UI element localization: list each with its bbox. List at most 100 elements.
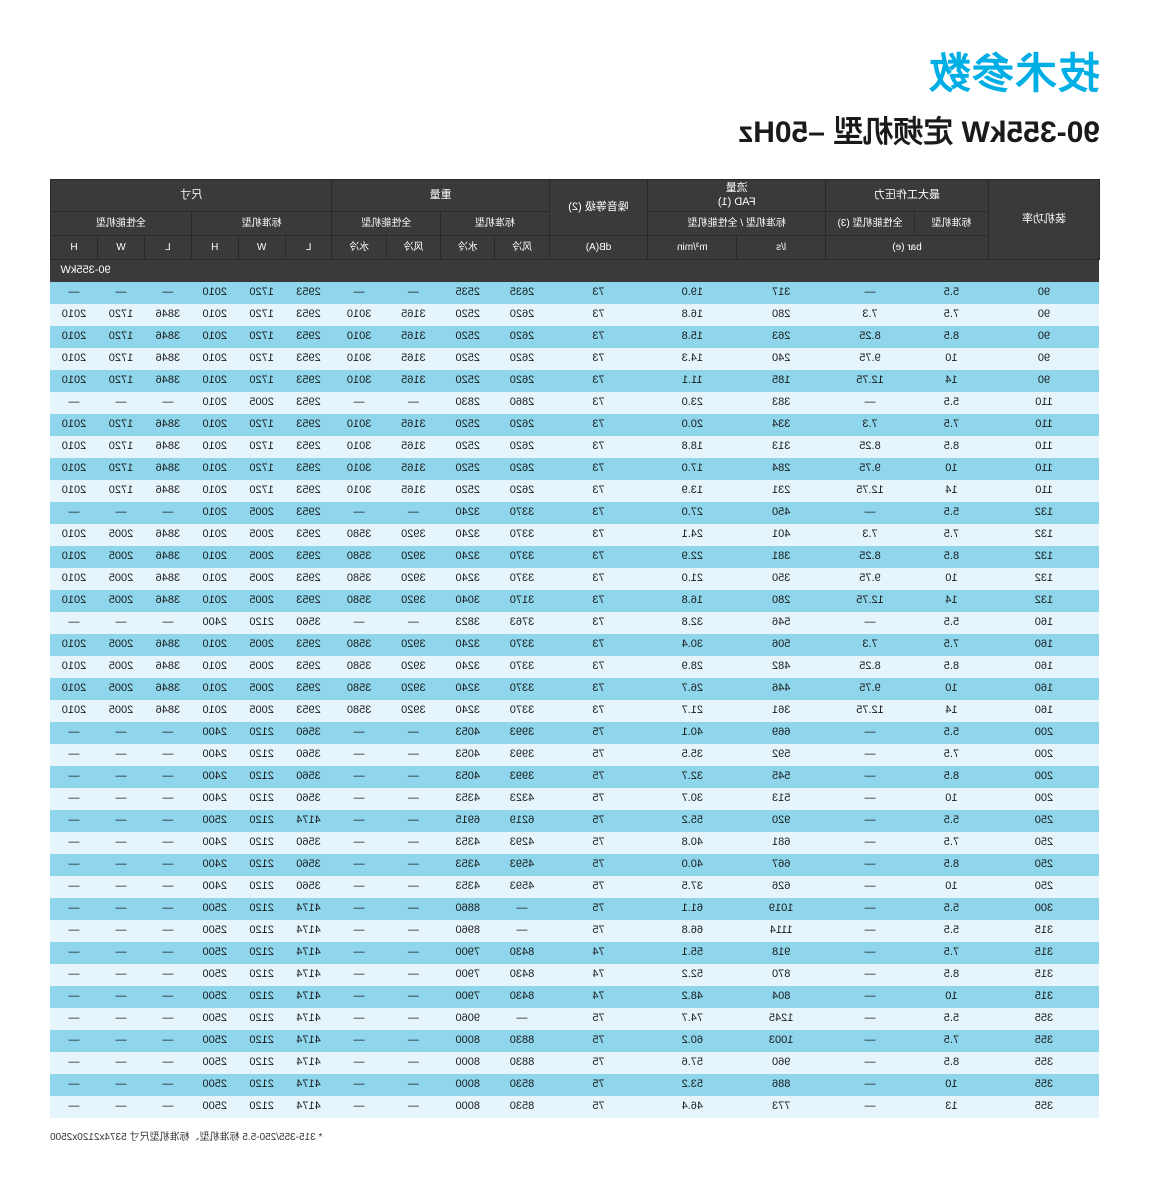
cell: 7.3: [826, 524, 915, 546]
cell: —: [826, 788, 915, 810]
cell: —: [98, 920, 145, 942]
cell: 2120: [238, 854, 285, 876]
cell: 14: [914, 480, 988, 502]
cell: 3580: [332, 678, 386, 700]
cell: 12.75: [826, 480, 915, 502]
cell: 2620: [495, 480, 549, 502]
hdr-noise: 噪音等级 (2): [549, 180, 648, 236]
cell: 2500: [191, 1052, 238, 1074]
cell: 1019: [737, 898, 826, 920]
cell: 2010: [51, 436, 98, 458]
cell: 2010: [191, 304, 238, 326]
cell: 10: [914, 986, 988, 1008]
cell: —: [826, 876, 915, 898]
cell: —: [144, 612, 191, 634]
cell: 3920: [386, 634, 440, 656]
cell: —: [98, 766, 145, 788]
cell: 3240: [441, 700, 495, 722]
cell: —: [144, 1030, 191, 1052]
cell: 2830: [441, 392, 495, 414]
cell: 4174: [285, 1074, 332, 1096]
cell: 2120: [238, 1074, 285, 1096]
cell: —: [826, 1030, 915, 1052]
table-row: 3558.5—96057.67588308000——417421202500——…: [51, 1052, 1100, 1074]
cell: 2953: [285, 568, 332, 590]
cell: —: [332, 502, 386, 524]
cell: 4174: [285, 942, 332, 964]
cell: 667: [737, 854, 826, 876]
cell: 3010: [332, 326, 386, 348]
cell: 73: [549, 480, 648, 502]
hdr-dims: 尺寸: [51, 180, 332, 212]
cell: 75: [549, 876, 648, 898]
cell: 1720: [238, 414, 285, 436]
section-label: 90-355kW: [51, 260, 1100, 282]
cell: 28.9: [648, 656, 737, 678]
cell: 334: [737, 414, 826, 436]
cell: —: [826, 766, 915, 788]
cell: 240: [737, 348, 826, 370]
cell: 2400: [191, 766, 238, 788]
hdr-dim-full-l: L: [144, 236, 191, 260]
cell: 5.5: [914, 612, 988, 634]
cell: 7.3: [826, 414, 915, 436]
cell: 132: [988, 524, 1099, 546]
cell: 8.5: [914, 854, 988, 876]
cell: 626: [737, 876, 826, 898]
cell: 66.8: [648, 920, 737, 942]
cell: —: [98, 744, 145, 766]
cell: 30.4: [648, 634, 737, 656]
cell: 200: [988, 766, 1099, 788]
cell: 2005: [238, 392, 285, 414]
cell: —: [332, 964, 386, 986]
cell: 5.5: [914, 810, 988, 832]
cell: 2500: [191, 898, 238, 920]
cell: 8.5: [914, 436, 988, 458]
cell: 1720: [98, 304, 145, 326]
cell: 14.3: [648, 348, 737, 370]
cell: —: [144, 832, 191, 854]
cell: 73: [549, 348, 648, 370]
cell: —: [51, 1074, 98, 1096]
table-row: 2508.5—66740.07545934353——356021202400——…: [51, 854, 1100, 876]
cell: 12.75: [826, 700, 915, 722]
cell: 1720: [238, 480, 285, 502]
cell: 381: [737, 546, 826, 568]
cell: 10: [914, 788, 988, 810]
cell: 3370: [495, 524, 549, 546]
cell: 4353: [441, 854, 495, 876]
cell: 280: [737, 304, 826, 326]
cell: 2953: [285, 634, 332, 656]
cell: 2005: [238, 678, 285, 700]
cell: 13: [914, 1096, 988, 1118]
cell: 3920: [386, 700, 440, 722]
cell: 74.7: [648, 1008, 737, 1030]
cell: 132: [988, 568, 1099, 590]
cell: 3370: [495, 700, 549, 722]
cell: 3240: [441, 524, 495, 546]
cell: 8830: [495, 1052, 549, 1074]
table-row: 1101412.7523113.973262025203165301029531…: [51, 480, 1100, 502]
cell: —: [386, 1008, 440, 1030]
cell: 2010: [191, 282, 238, 304]
table-row: 2007.5—59235.57539934053——356021202400——…: [51, 744, 1100, 766]
cell: 75: [549, 854, 648, 876]
cell: 361: [737, 700, 826, 722]
table-row: 1607.57.350630.4733370324039203580295320…: [51, 634, 1100, 656]
cell: 960: [737, 1052, 826, 1074]
cell: 110: [988, 392, 1099, 414]
cell: 2520: [441, 326, 495, 348]
cell: 4174: [285, 1052, 332, 1074]
table-row: 1328.58.2538122.973337032403920358029532…: [51, 546, 1100, 568]
cell: 5.5: [914, 722, 988, 744]
cell: 2400: [191, 832, 238, 854]
table-row: 35510—88653.27585308000——417421202500———: [51, 1074, 1100, 1096]
cell: 506: [737, 634, 826, 656]
cell: 4053: [441, 766, 495, 788]
cell: 2010: [191, 326, 238, 348]
cell: 4353: [441, 788, 495, 810]
cell: 2400: [191, 744, 238, 766]
cell: 355: [988, 1074, 1099, 1096]
cell: 3010: [332, 436, 386, 458]
cell: 3010: [332, 348, 386, 370]
